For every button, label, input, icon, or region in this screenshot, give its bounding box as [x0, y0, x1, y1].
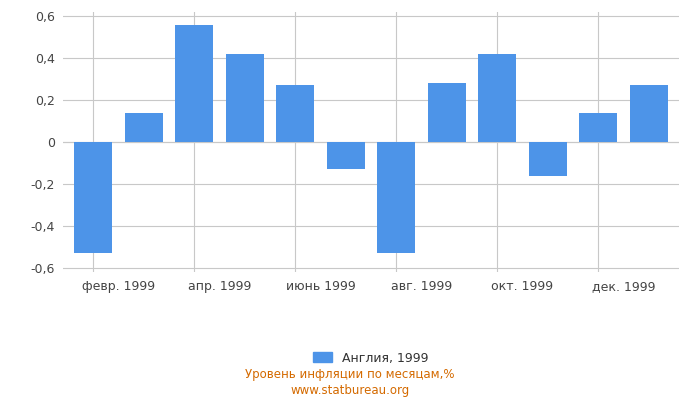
Text: www.statbureau.org: www.statbureau.org	[290, 384, 410, 397]
Bar	[226, 54, 264, 142]
Bar	[528, 142, 567, 176]
Bar	[125, 113, 162, 142]
Text: Уровень инфляции по месяцам,%: Уровень инфляции по месяцам,%	[245, 368, 455, 381]
Bar	[630, 85, 668, 142]
Bar	[377, 142, 415, 253]
Bar	[428, 83, 466, 142]
Legend: Англия, 1999: Англия, 1999	[314, 352, 428, 364]
Bar	[478, 54, 516, 142]
Bar	[276, 85, 314, 142]
Bar	[327, 142, 365, 169]
Bar	[175, 24, 214, 142]
Bar	[74, 142, 112, 253]
Bar	[580, 113, 617, 142]
